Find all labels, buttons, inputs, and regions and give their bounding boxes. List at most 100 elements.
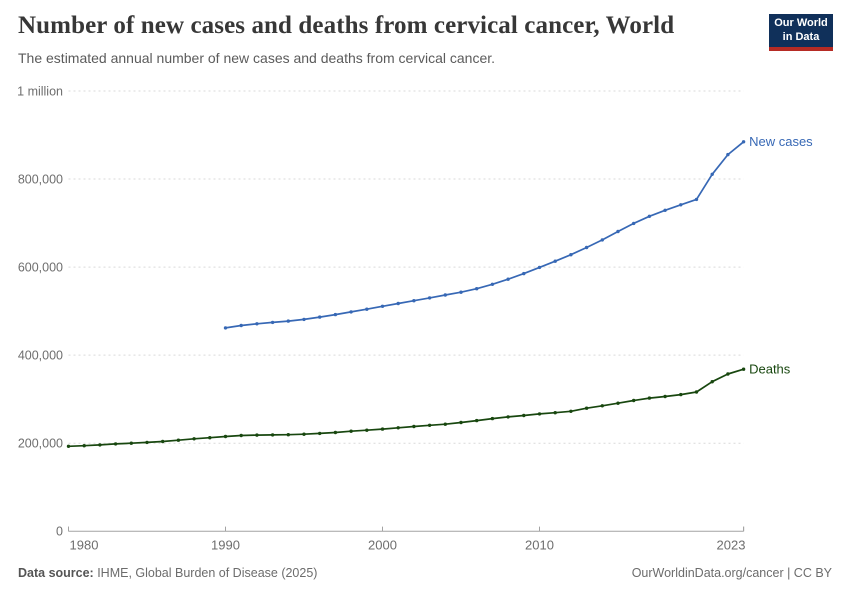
y-tick-label-0: 0 xyxy=(56,525,63,539)
series-point-new-cases-2001[interactable] xyxy=(396,301,400,306)
series-point-deaths-1990[interactable] xyxy=(223,434,228,439)
series-point-new-cases-2019[interactable] xyxy=(679,203,683,207)
y-tick-label-200000: 200,000 xyxy=(18,437,63,451)
series-point-deaths-2021[interactable] xyxy=(710,380,714,384)
series-point-new-cases-1992[interactable] xyxy=(255,322,259,326)
series-point-deaths-2022[interactable] xyxy=(726,372,730,376)
series-point-new-cases-1993[interactable] xyxy=(270,320,275,325)
series-label-deaths[interactable]: Deaths xyxy=(749,361,791,376)
series-point-deaths-2013[interactable] xyxy=(584,406,589,410)
series-point-new-cases-2012[interactable] xyxy=(569,253,573,257)
series-point-new-cases-1990[interactable] xyxy=(223,326,228,330)
series-point-deaths-2019[interactable] xyxy=(679,392,683,397)
series-point-new-cases-1994[interactable] xyxy=(286,319,290,323)
series-point-deaths-1989[interactable] xyxy=(208,436,212,440)
series-point-deaths-1982[interactable] xyxy=(98,443,102,447)
series-point-new-cases-2000[interactable] xyxy=(380,304,385,308)
owid-logo[interactable]: Our World in Data xyxy=(769,14,833,51)
attribution-link[interactable]: OurWorldinData.org/cancer | CC BY xyxy=(631,566,832,580)
series-point-deaths-2014[interactable] xyxy=(600,404,604,408)
series-point-new-cases-2017[interactable] xyxy=(647,214,652,218)
series-point-new-cases-2010[interactable] xyxy=(537,265,542,270)
series-point-new-cases-2007[interactable] xyxy=(490,282,495,286)
x-tick-label-2010: 2010 xyxy=(525,537,554,552)
series-point-new-cases-1991[interactable] xyxy=(239,323,243,328)
series-point-new-cases-2004[interactable] xyxy=(443,293,447,297)
series-point-deaths-2018[interactable] xyxy=(663,394,667,399)
x-tick-label-2023: 2023 xyxy=(717,537,746,552)
series-point-deaths-2007[interactable] xyxy=(490,416,495,421)
series-point-new-cases-2009[interactable] xyxy=(522,271,526,276)
series-point-deaths-2005[interactable] xyxy=(459,420,463,425)
x-tick-label-2000: 2000 xyxy=(368,537,397,552)
series-point-deaths-2009[interactable] xyxy=(522,413,526,418)
series-point-deaths-1983[interactable] xyxy=(113,442,118,446)
data-source-label: Data source: xyxy=(18,566,94,580)
chart-title: Number of new cases and deaths from cerv… xyxy=(18,12,675,39)
series-point-new-cases-2023[interactable] xyxy=(741,140,746,144)
series-point-deaths-2010[interactable] xyxy=(537,412,542,416)
x-tick-label-1990: 1990 xyxy=(211,537,240,552)
series-point-new-cases-2003[interactable] xyxy=(427,296,432,300)
series-point-deaths-2006[interactable] xyxy=(475,418,479,423)
series-line-deaths[interactable] xyxy=(68,368,744,448)
series-point-new-cases-1996[interactable] xyxy=(318,315,322,319)
series-point-deaths-1995[interactable] xyxy=(302,432,306,436)
series-point-deaths-1984[interactable] xyxy=(129,441,133,445)
series-point-deaths-1994[interactable] xyxy=(286,433,290,437)
series-point-deaths-1985[interactable] xyxy=(145,440,149,445)
series-point-deaths-1997[interactable] xyxy=(333,430,338,435)
series-point-new-cases-2005[interactable] xyxy=(459,290,463,294)
series-point-deaths-1986[interactable] xyxy=(161,439,165,444)
series-point-deaths-2023[interactable] xyxy=(741,367,746,371)
series-point-new-cases-2021[interactable] xyxy=(710,172,714,176)
series-point-deaths-1999[interactable] xyxy=(365,428,369,432)
series-point-deaths-2003[interactable] xyxy=(427,423,432,427)
series-point-deaths-1991[interactable] xyxy=(239,433,243,438)
series-point-new-cases-2022[interactable] xyxy=(726,152,730,157)
series-point-deaths-2008[interactable] xyxy=(506,415,510,419)
series-point-new-cases-1995[interactable] xyxy=(302,317,306,322)
series-point-new-cases-2014[interactable] xyxy=(600,238,604,242)
series-point-deaths-1998[interactable] xyxy=(349,429,353,433)
series-point-new-cases-1999[interactable] xyxy=(365,307,369,311)
series-point-deaths-1993[interactable] xyxy=(270,433,275,437)
series-point-new-cases-1998[interactable] xyxy=(349,310,353,314)
series-point-new-cases-2011[interactable] xyxy=(553,259,557,263)
y-tick-label-600000: 600,000 xyxy=(18,260,63,274)
series-point-new-cases-1997[interactable] xyxy=(333,312,338,317)
data-source-note: Data source: IHME, Global Burden of Dise… xyxy=(18,566,317,580)
series-point-new-cases-2013[interactable] xyxy=(584,245,589,250)
series-point-deaths-2001[interactable] xyxy=(396,426,400,430)
series-point-deaths-2015[interactable] xyxy=(616,401,620,405)
series-point-deaths-2012[interactable] xyxy=(569,409,573,413)
series-point-deaths-1992[interactable] xyxy=(255,433,259,437)
series-point-deaths-1980[interactable] xyxy=(66,444,71,448)
series-point-new-cases-2016[interactable] xyxy=(632,221,636,226)
series-point-new-cases-2008[interactable] xyxy=(506,277,510,281)
series-point-deaths-2000[interactable] xyxy=(380,427,385,431)
series-label-new-cases[interactable]: New cases xyxy=(749,134,813,149)
series-point-new-cases-2018[interactable] xyxy=(663,208,667,212)
series-point-deaths-2016[interactable] xyxy=(632,398,636,403)
series-point-deaths-1996[interactable] xyxy=(318,431,322,436)
series-line-new-cases[interactable] xyxy=(225,141,745,329)
y-tick-label-400000: 400,000 xyxy=(18,348,63,362)
series-point-new-cases-2015[interactable] xyxy=(616,229,620,234)
chart-subtitle: The estimated annual number of new cases… xyxy=(18,50,496,66)
series-point-new-cases-2006[interactable] xyxy=(475,287,479,291)
series-point-deaths-1987[interactable] xyxy=(176,438,181,442)
series-point-deaths-2004[interactable] xyxy=(443,422,447,426)
series-point-deaths-2017[interactable] xyxy=(647,396,652,400)
series-point-deaths-2011[interactable] xyxy=(553,411,557,415)
series-point-new-cases-2020[interactable] xyxy=(694,197,699,202)
series-point-deaths-2020[interactable] xyxy=(694,390,699,394)
series-point-deaths-2002[interactable] xyxy=(412,424,416,429)
series-point-deaths-1981[interactable] xyxy=(82,444,86,448)
owid-logo-text-line2: in Data xyxy=(782,30,820,43)
data-source-value: IHME, Global Burden of Disease (2025) xyxy=(93,566,318,580)
series-point-new-cases-2002[interactable] xyxy=(412,299,416,303)
series-point-deaths-1988[interactable] xyxy=(192,437,196,441)
